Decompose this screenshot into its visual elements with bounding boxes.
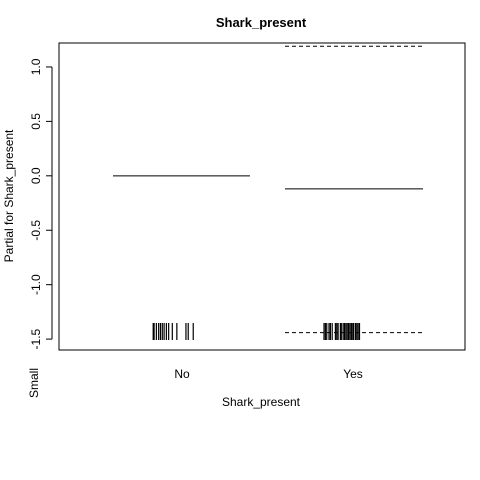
y-axis: -1.5 -1.0 -0.5 0.0 0.5 1.0 — [29, 58, 53, 349]
y-axis-label: Partial for Shark_present — [2, 129, 16, 262]
x-tick-label: Yes — [343, 367, 363, 381]
y-tick-label: -1.5 — [29, 328, 43, 349]
y-tick-label: 0.0 — [29, 167, 43, 184]
plot-frame — [58, 42, 466, 351]
x-axis: No Yes — [174, 367, 362, 381]
y-tick-label: -0.5 — [29, 220, 43, 241]
chart-marks — [113, 45, 423, 340]
side-label: Small — [27, 368, 41, 398]
x-axis-label: Shark_present — [222, 395, 301, 409]
y-tick-label: -1.0 — [29, 274, 43, 295]
y-tick-label: 1.0 — [29, 58, 43, 75]
y-tick-label: 0.5 — [29, 113, 43, 130]
x-tick-label: No — [174, 367, 190, 381]
chart-title: Shark_present — [216, 15, 307, 30]
